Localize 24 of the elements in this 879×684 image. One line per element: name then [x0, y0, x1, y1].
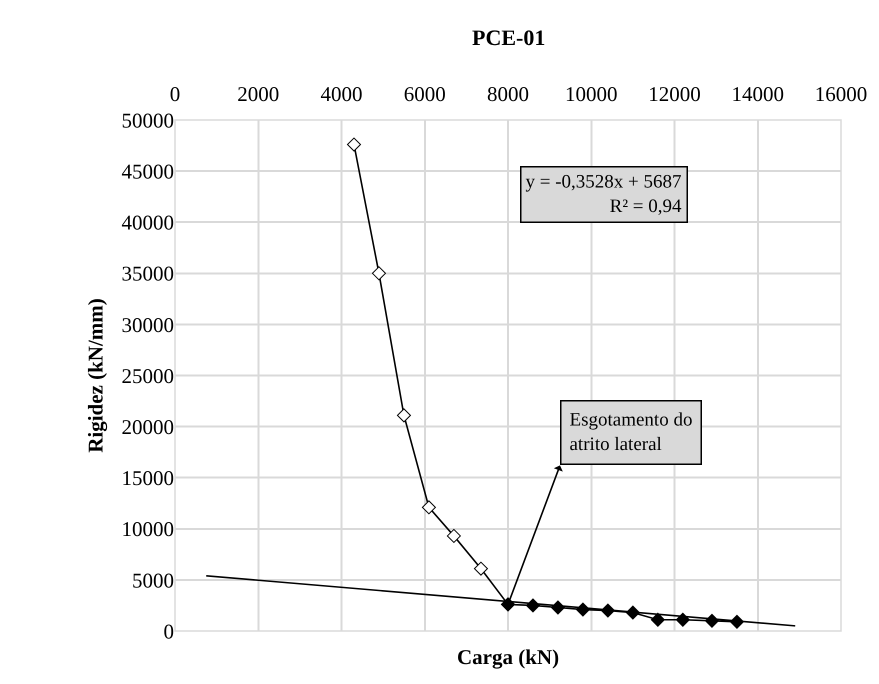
- x-tick-label: 16000: [814, 82, 868, 106]
- y-tick-label: 5000: [132, 568, 174, 592]
- y-tick-label: 40000: [122, 210, 174, 235]
- y-tick-label: 25000: [122, 364, 174, 388]
- chart-title: PCE-01: [472, 25, 546, 50]
- y-tick-label: 50000: [122, 108, 174, 132]
- y-tick-label: 35000: [122, 262, 174, 286]
- x-tick-label: 10000: [565, 82, 618, 106]
- annotation: y = -0,3528x + 5687 R² = 0,94: [526, 172, 682, 218]
- y-tick-label: 15000: [122, 466, 174, 490]
- y-tick-label: 30000: [122, 312, 174, 337]
- x-tick-label: 2000: [237, 82, 280, 106]
- y-axis-title: Rigidez (kN/mm): [84, 298, 108, 453]
- y-tick-label: 20000: [122, 414, 174, 439]
- x-axis-title: Carga (kN): [457, 645, 560, 669]
- y-tick-label: 10000: [122, 517, 174, 542]
- x-tick-label: 14000: [732, 82, 784, 106]
- x-tick-label: 6000: [404, 82, 446, 106]
- x-tick-label: 4000: [320, 82, 362, 106]
- y-tick-label: 45000: [122, 159, 174, 184]
- y-tick-label: 0: [164, 619, 174, 644]
- x-tick-label: 8000: [487, 82, 529, 106]
- annotation: Esgotamento do atrito lateral: [570, 410, 692, 456]
- x-tick-label: 12000: [648, 82, 701, 106]
